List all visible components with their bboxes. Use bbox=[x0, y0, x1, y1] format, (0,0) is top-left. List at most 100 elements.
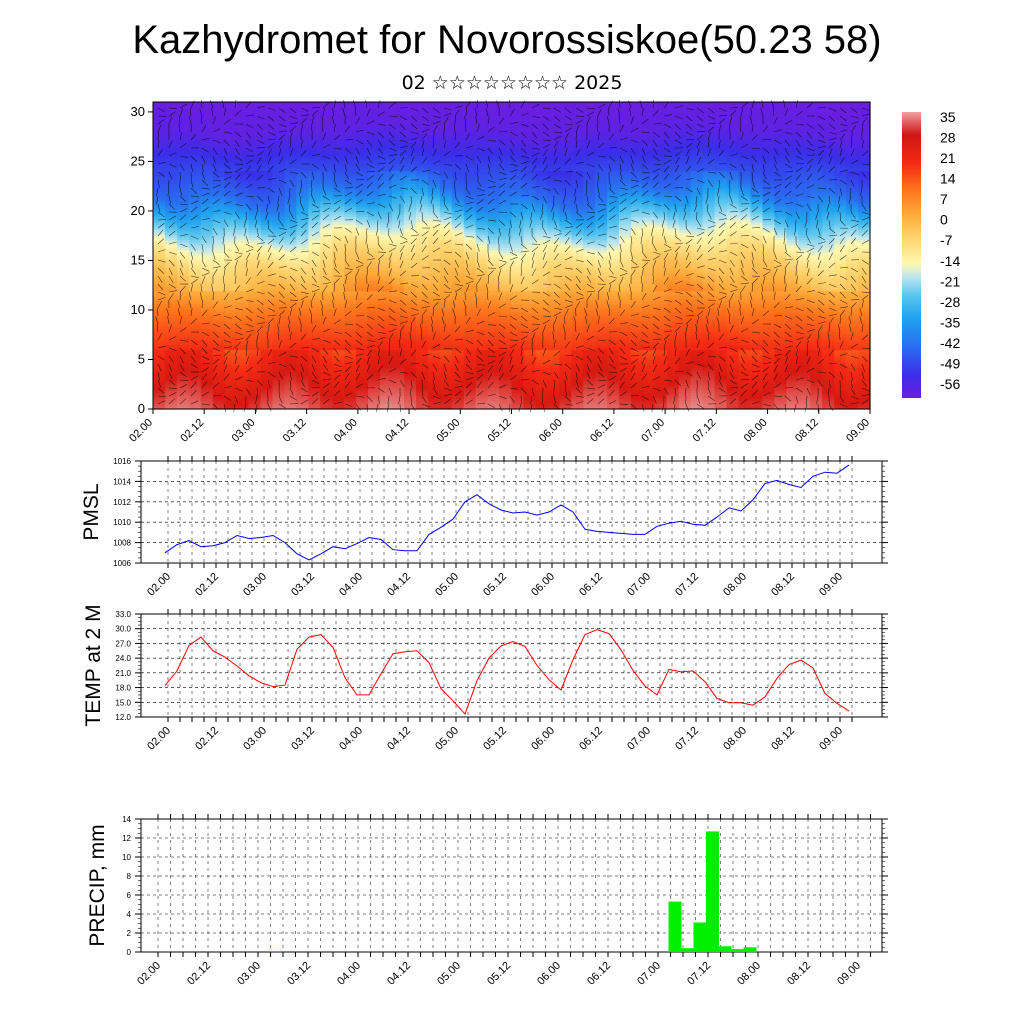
heatmap-cell bbox=[487, 158, 501, 162]
heatmap-cell bbox=[607, 311, 620, 315]
heatmap-cell bbox=[344, 281, 357, 285]
heatmap-cell bbox=[607, 137, 620, 141]
heatmap-cell bbox=[499, 283, 513, 287]
heatmap-cell bbox=[535, 178, 548, 182]
heatmap-cell bbox=[619, 142, 632, 147]
heatmap-cell bbox=[607, 281, 620, 285]
heatmap-cell bbox=[164, 263, 178, 267]
heatmap-cell bbox=[726, 237, 740, 241]
heatmap-cell bbox=[248, 158, 262, 162]
heatmap-cell bbox=[607, 255, 620, 259]
heatmap-cell bbox=[750, 135, 764, 139]
heatmap-cell bbox=[176, 291, 190, 295]
heatmap-cell bbox=[559, 132, 572, 136]
heatmap-cell bbox=[308, 240, 321, 244]
heatmap-cell bbox=[332, 298, 345, 303]
heatmap-cell bbox=[559, 176, 572, 180]
heatmap-cell bbox=[678, 237, 692, 241]
heatmap-cell bbox=[332, 150, 345, 154]
heatmap-cell bbox=[714, 255, 728, 259]
heatmap-cell bbox=[296, 309, 309, 313]
heatmap-cell bbox=[475, 127, 489, 131]
heatmap-cell bbox=[798, 301, 811, 305]
heatmap-cell bbox=[188, 153, 202, 157]
heatmap-cell bbox=[392, 155, 405, 159]
heatmap-cell bbox=[511, 173, 525, 177]
heatmap-cell bbox=[212, 158, 226, 162]
heatmap-cell bbox=[619, 204, 632, 208]
heatmap-cell bbox=[750, 102, 764, 106]
heatmap-cell bbox=[296, 148, 309, 152]
heatmap-cell bbox=[248, 204, 262, 208]
heatmap-cell bbox=[463, 186, 477, 190]
heatmap-cell bbox=[774, 107, 787, 111]
heatmap-cell bbox=[810, 219, 823, 223]
heatmap-cell bbox=[260, 171, 274, 175]
heatmap-cell bbox=[392, 268, 405, 272]
heatmap-cell bbox=[427, 250, 441, 254]
heatmap-cell bbox=[535, 117, 548, 121]
heatmap-cell bbox=[810, 130, 823, 134]
heatmap-cell bbox=[368, 148, 381, 152]
heatmap-cell bbox=[607, 201, 620, 205]
heatmap-cell bbox=[188, 109, 202, 113]
heatmap-cell bbox=[702, 153, 716, 157]
heatmap-cell bbox=[714, 209, 728, 213]
heatmap-cell bbox=[762, 109, 775, 113]
heatmap-cell bbox=[236, 107, 250, 111]
heatmap-cell bbox=[523, 209, 536, 213]
heatmap-cell bbox=[415, 293, 429, 298]
heatmap-cell bbox=[535, 255, 548, 259]
heatmap-cell bbox=[260, 296, 274, 300]
heatmap-cell bbox=[559, 209, 572, 213]
heatmap-cell bbox=[571, 201, 584, 205]
heatmap-cell bbox=[834, 219, 847, 223]
heatmap-cell bbox=[368, 165, 381, 170]
heatmap-cell bbox=[535, 260, 548, 264]
heatmap-cell bbox=[678, 301, 692, 305]
heatmap-cell bbox=[487, 176, 501, 180]
heatmap-cell bbox=[153, 135, 166, 139]
heatmap-cell bbox=[858, 242, 871, 246]
heatmap-cell bbox=[188, 301, 202, 305]
heatmap-cell bbox=[571, 306, 584, 310]
heatmap-cell bbox=[690, 199, 704, 203]
heatmap-cell bbox=[690, 217, 704, 221]
heatmap-cell bbox=[296, 173, 309, 177]
heatmap-cell bbox=[487, 311, 501, 315]
heatmap-cell bbox=[642, 163, 656, 167]
heatmap-cell bbox=[798, 181, 811, 185]
heatmap-cell bbox=[678, 102, 692, 106]
heatmap-cell bbox=[368, 137, 381, 141]
heatmap-cell bbox=[248, 275, 262, 280]
heatmap-cell bbox=[726, 258, 740, 262]
heatmap-cell bbox=[380, 217, 393, 221]
heatmap-cell bbox=[260, 209, 274, 213]
heatmap-cell bbox=[487, 270, 501, 275]
heatmap-cell bbox=[427, 173, 441, 177]
heatmap-cell bbox=[595, 191, 608, 195]
heatmap-cell bbox=[666, 298, 680, 303]
heatmap-cell bbox=[511, 117, 525, 121]
heatmap-cell bbox=[368, 242, 381, 246]
heatmap-cell bbox=[153, 102, 166, 106]
heatmap-cell bbox=[224, 183, 238, 188]
heatmap-cell bbox=[595, 119, 608, 124]
heatmap-cell bbox=[380, 104, 393, 108]
heatmap-cell bbox=[487, 229, 501, 234]
heatmap-cell bbox=[200, 224, 214, 228]
heatmap-cell bbox=[260, 291, 274, 295]
heatmap-cell bbox=[439, 194, 453, 198]
heatmap-cell bbox=[762, 237, 775, 241]
heatmap-cell bbox=[308, 258, 321, 262]
heatmap-cell bbox=[607, 168, 620, 172]
heatmap-cell bbox=[176, 137, 190, 141]
heatmap-cell bbox=[212, 181, 226, 185]
heatmap-cell bbox=[224, 104, 238, 108]
heatmap-cell bbox=[439, 150, 453, 154]
heatmap-cell bbox=[308, 104, 321, 108]
heatmap-cell bbox=[702, 304, 716, 308]
heatmap-cell bbox=[798, 250, 811, 254]
heatmap-cell bbox=[356, 104, 369, 108]
heatmap-cell bbox=[631, 293, 644, 298]
